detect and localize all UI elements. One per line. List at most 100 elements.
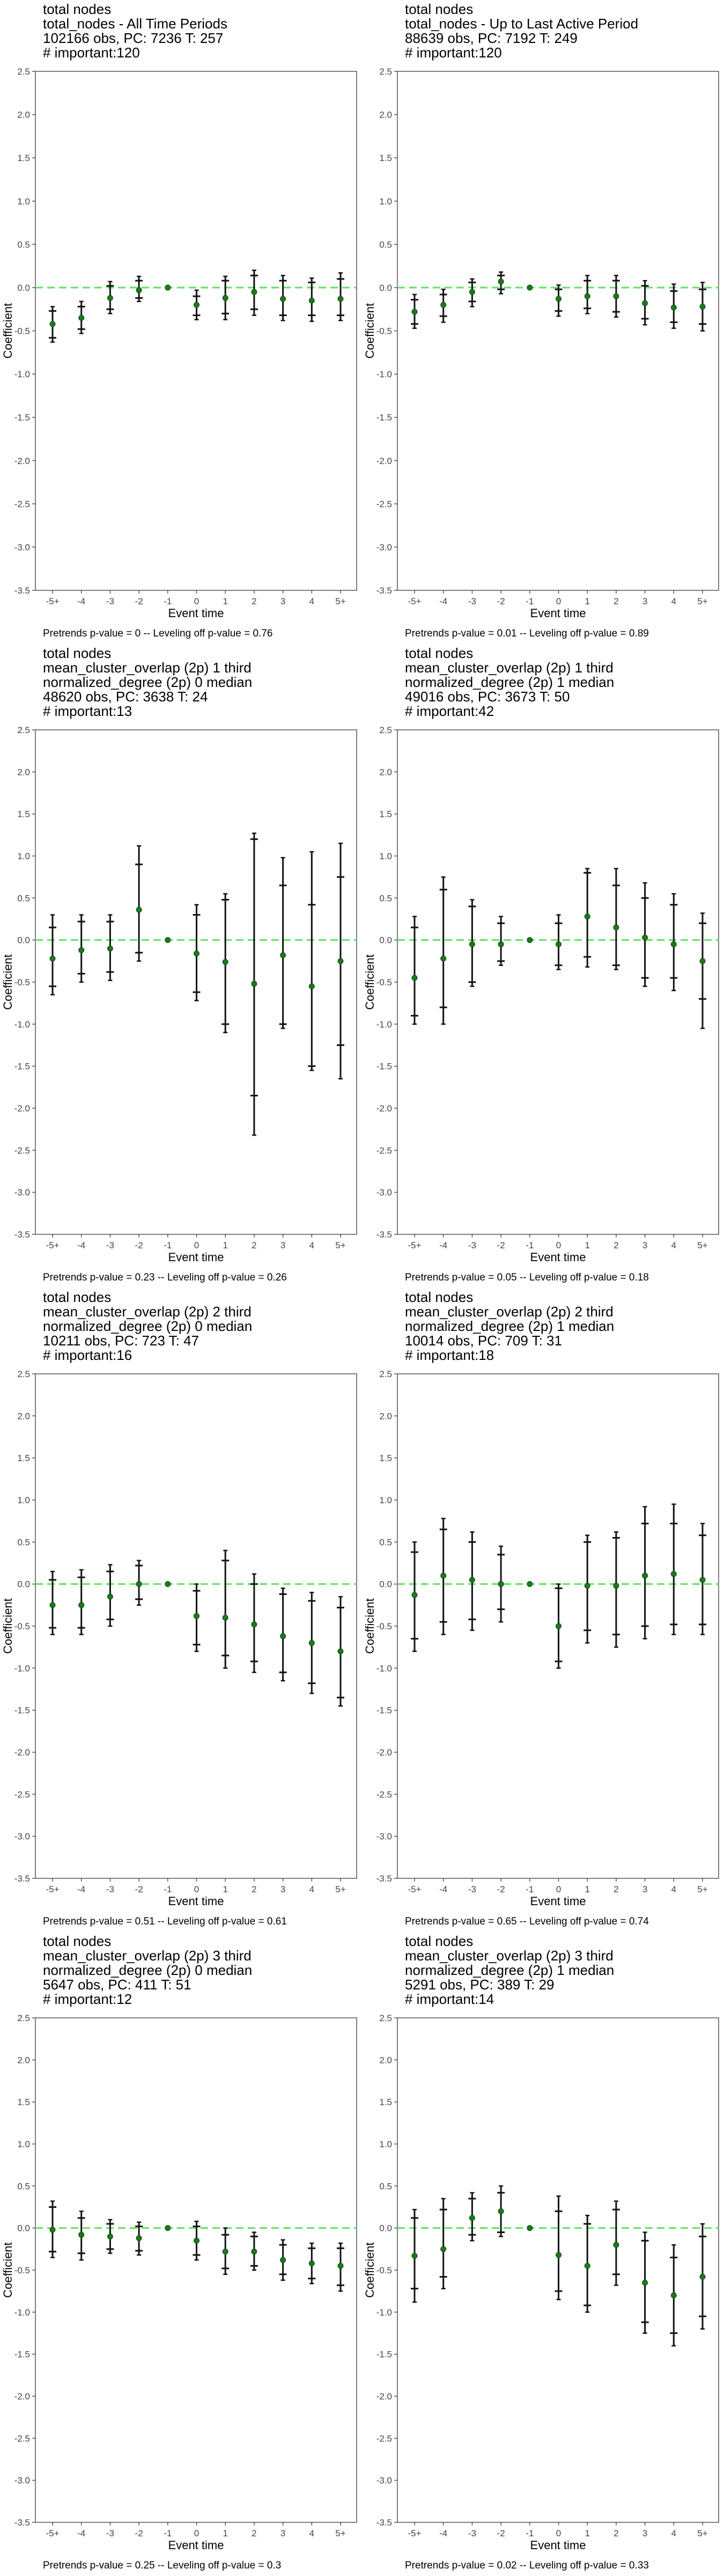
important-count: # important:42	[405, 703, 494, 719]
chart-plot: 2.5 2.0 1.5 1.0 0.5 0.0 -0.5 -1.0 -1.5 -2.0 -2.5 -3…	[363, 67, 719, 620]
chart-plot: 2.5 2.0 1.5 1.0 0.5 0.0 -0.5 -1.0 -1.5 -2.0 -2.5 -3…	[1, 67, 357, 620]
y-tick-label: -2.5	[376, 2433, 392, 2443]
chart-panel: total nodes mean_cluster_overlap (2p) 1 t…	[362, 644, 724, 1288]
estimate-point	[308, 2260, 315, 2266]
chart-title-line: total_nodes - All Time Periods	[43, 16, 227, 32]
estimate-point	[584, 913, 590, 920]
x-tick-label: -1	[164, 1884, 172, 1894]
estimate-point	[699, 2274, 706, 2280]
y-tick-label: 2.0	[17, 2055, 30, 2065]
x-tick-label: -4	[439, 596, 447, 606]
y-tick-label: -3.5	[376, 1230, 392, 1240]
important-count: # important:14	[405, 1991, 494, 2007]
estimate-point	[337, 296, 344, 302]
pretrends-pvalue-text: Pretrends p-value = 0.02 -- Leveling off…	[405, 2560, 649, 2571]
x-tick-label: -1	[164, 1240, 172, 1250]
y-tick-label: 2.5	[379, 2013, 392, 2023]
y-tick-label: -2.5	[14, 499, 30, 509]
estimate-point	[251, 2249, 257, 2255]
chart-title-line: normalized_degree (2p) 1 median	[405, 1962, 615, 1978]
x-tick-label: 4	[671, 596, 676, 606]
x-tick-label: 1	[223, 2528, 227, 2538]
x-tick-label: -4	[439, 2528, 447, 2538]
y-tick-label: 2.0	[379, 767, 392, 777]
x-axis-label: Event time	[530, 606, 586, 620]
y-tick-label: 1.5	[379, 1453, 392, 1463]
estimate-point	[222, 958, 228, 965]
x-tick-label: 5+	[697, 596, 707, 606]
important-count: # important:12	[43, 1991, 132, 2007]
x-tick-label: -5+	[408, 1884, 421, 1894]
y-tick-label: 0.5	[17, 2181, 30, 2191]
y-tick-label: 1.5	[17, 2097, 30, 2107]
chart-panel: total nodes mean_cluster_overlap (2p) 2 t…	[0, 1288, 362, 1932]
y-tick-label: -2.5	[376, 499, 392, 509]
y-tick-label: 0.0	[17, 2223, 30, 2234]
estimate-point	[411, 2252, 418, 2259]
chart-title-line: total nodes	[43, 645, 112, 661]
chart-title-line: normalized_degree (2p) 1 median	[405, 1318, 615, 1334]
estimate-point	[498, 941, 504, 947]
y-tick-label: -1.0	[376, 369, 392, 379]
y-tick-label: -3.0	[14, 2476, 30, 2486]
y-tick-label: -3.0	[14, 1188, 30, 1198]
x-tick-label: -4	[77, 2528, 85, 2538]
x-tick-label: 2	[252, 1240, 256, 1250]
x-tick-label: 1	[223, 596, 227, 606]
x-tick-label: 0	[556, 1884, 561, 1894]
chart-title-line: total_nodes - Up to Last Active Period	[405, 16, 639, 32]
estimate-point	[136, 2235, 142, 2241]
y-tick-label: -1.0	[14, 1019, 30, 1029]
estimate-point	[49, 1602, 56, 1608]
x-axis-label: Event time	[168, 1250, 224, 1264]
y-tick-label: 1.0	[379, 851, 392, 861]
estimate-point	[78, 1602, 85, 1608]
estimate-point	[222, 1614, 228, 1621]
y-tick-label: -0.5	[14, 326, 30, 336]
estimate-point	[78, 2231, 85, 2238]
estimate-point	[670, 2292, 677, 2299]
chart-plot: 2.5 2.0 1.5 1.0 0.5 0.0 -0.5 -1.0 -1.5 -2.0 -2.5 -3…	[1, 725, 357, 1264]
estimate-point	[280, 1633, 286, 1640]
chart-title-line: mean_cluster_overlap (2p) 1 third	[405, 660, 614, 676]
estimate-point	[222, 295, 228, 301]
x-tick-label: 3	[642, 596, 647, 606]
y-tick-label: 1.5	[17, 153, 30, 163]
y-tick-label: -3.5	[14, 2518, 30, 2528]
y-axis-label: Coefficient	[1, 1598, 14, 1654]
estimate-point	[107, 2233, 113, 2240]
x-axis-label: Event time	[168, 606, 224, 620]
y-axis-label: Coefficient	[1, 954, 14, 1010]
y-tick-label: -1.0	[14, 2307, 30, 2317]
estimate-point	[584, 293, 590, 299]
chart-panel: total nodes mean_cluster_overlap (2p) 3 t…	[362, 1932, 724, 2576]
estimate-point	[337, 958, 344, 964]
y-tick-label: 2.5	[379, 725, 392, 735]
y-tick-label: 0.5	[379, 893, 392, 903]
x-tick-label: 4	[671, 2528, 676, 2538]
estimate-point	[670, 1571, 677, 1577]
estimate-point	[699, 1577, 706, 1583]
x-tick-label: 0	[556, 1240, 561, 1250]
y-axis-label: Coefficient	[1, 303, 14, 359]
estimate-point	[337, 2263, 344, 2269]
x-tick-label: -3	[468, 1240, 476, 1250]
chart-title-line: total nodes	[405, 645, 474, 661]
y-tick-label: -0.5	[14, 2265, 30, 2275]
y-tick-label: 0.5	[17, 239, 30, 250]
estimate-point	[440, 955, 447, 962]
y-tick-label: 1.0	[17, 851, 30, 861]
estimate-point	[280, 296, 286, 302]
estimate-point	[498, 1581, 504, 1587]
x-tick-label: 5+	[697, 1240, 707, 1250]
x-tick-label: 4	[671, 1884, 676, 1894]
y-tick-label: 2.5	[17, 1369, 30, 1379]
y-tick-label: 1.0	[17, 196, 30, 207]
chart-panel: total nodes total_nodes - Up to Last Acti…	[362, 0, 724, 644]
chart-title-line: normalized_degree (2p) 1 median	[405, 674, 615, 690]
y-tick-label: -3.5	[376, 1874, 392, 1884]
chart-title-line: normalized_degree (2p) 0 median	[43, 674, 253, 690]
x-tick-label: -2	[497, 2528, 505, 2538]
chart-title-line: total nodes	[43, 1289, 112, 1305]
pretrends-pvalue-text: Pretrends p-value = 0.23 -- Leveling off…	[43, 1272, 287, 1283]
